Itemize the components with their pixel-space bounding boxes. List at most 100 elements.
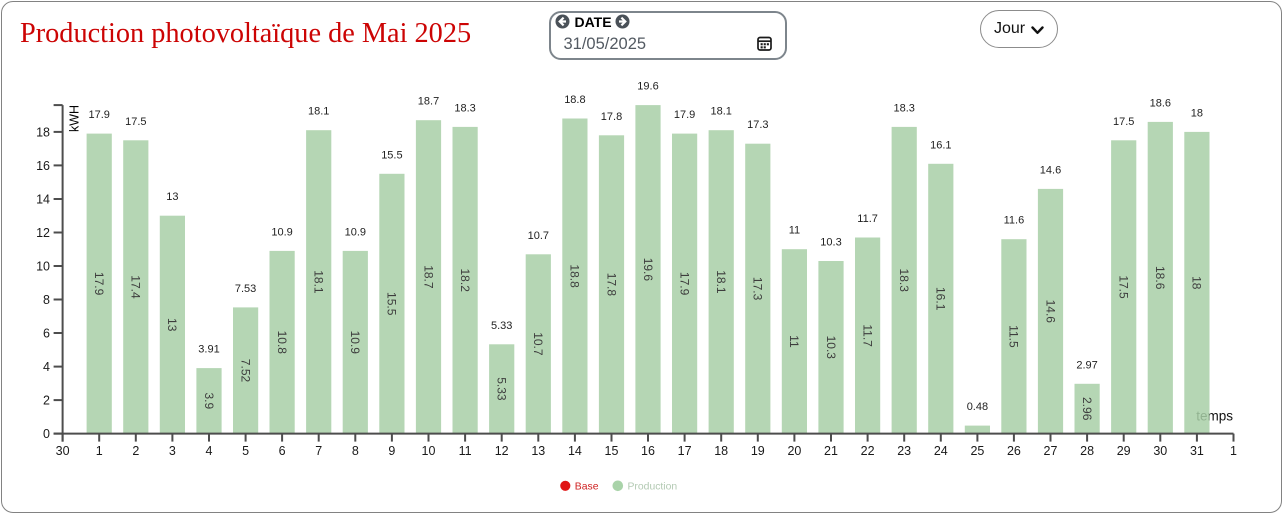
- svg-text:18.1: 18.1: [710, 106, 731, 118]
- svg-text:10.9: 10.9: [345, 226, 366, 238]
- svg-text:17.3: 17.3: [751, 277, 765, 301]
- svg-text:0.48: 0.48: [967, 401, 988, 413]
- svg-text:18.1: 18.1: [714, 270, 728, 294]
- svg-text:8: 8: [43, 293, 50, 307]
- svg-text:11: 11: [789, 225, 800, 237]
- svg-text:10.3: 10.3: [820, 237, 841, 249]
- svg-text:4: 4: [206, 444, 213, 458]
- svg-text:15: 15: [605, 444, 619, 458]
- svg-text:20: 20: [787, 444, 801, 458]
- svg-text:18: 18: [714, 444, 728, 458]
- svg-text:27: 27: [1044, 444, 1058, 458]
- svg-text:28: 28: [1080, 444, 1094, 458]
- svg-text:30: 30: [56, 444, 70, 458]
- svg-text:9: 9: [388, 444, 395, 458]
- svg-text:11.6: 11.6: [1004, 215, 1025, 227]
- svg-text:18.8: 18.8: [564, 94, 585, 106]
- svg-text:16: 16: [641, 444, 655, 458]
- svg-text:18.3: 18.3: [893, 102, 914, 114]
- svg-text:25: 25: [970, 444, 984, 458]
- svg-text:2.96: 2.96: [1080, 397, 1094, 421]
- svg-text:11.7: 11.7: [860, 324, 874, 347]
- svg-text:5: 5: [242, 444, 249, 458]
- svg-text:18.6: 18.6: [1150, 97, 1171, 109]
- svg-text:29: 29: [1117, 444, 1131, 458]
- svg-text:17.8: 17.8: [601, 111, 622, 123]
- svg-text:23: 23: [897, 444, 911, 458]
- svg-text:17.8: 17.8: [604, 273, 618, 297]
- svg-text:10: 10: [422, 444, 436, 458]
- svg-text:17.3: 17.3: [747, 119, 768, 131]
- svg-text:19.6: 19.6: [641, 258, 655, 282]
- svg-text:10.7: 10.7: [528, 230, 549, 242]
- svg-text:6: 6: [43, 327, 50, 341]
- svg-text:18.2: 18.2: [458, 269, 472, 293]
- svg-text:18.3: 18.3: [897, 269, 911, 293]
- svg-text:26: 26: [1007, 444, 1021, 458]
- svg-text:12: 12: [495, 444, 509, 458]
- svg-text:19.6: 19.6: [637, 81, 658, 93]
- svg-text:10: 10: [36, 260, 50, 274]
- svg-text:15.5: 15.5: [381, 149, 402, 161]
- svg-text:Production: Production: [628, 482, 678, 493]
- svg-text:18.6: 18.6: [1153, 266, 1167, 290]
- svg-text:7: 7: [315, 444, 322, 458]
- svg-text:17.4: 17.4: [129, 275, 143, 299]
- svg-text:18.1: 18.1: [312, 270, 326, 294]
- svg-text:13: 13: [166, 191, 178, 203]
- svg-text:22: 22: [861, 444, 875, 458]
- svg-text:5.33: 5.33: [495, 377, 509, 401]
- svg-text:14.6: 14.6: [1040, 164, 1061, 176]
- svg-text:8: 8: [352, 444, 359, 458]
- svg-text:18: 18: [1190, 276, 1204, 290]
- svg-text:10.9: 10.9: [348, 331, 362, 355]
- svg-text:1: 1: [1230, 444, 1237, 458]
- svg-text:3.91: 3.91: [198, 344, 219, 356]
- svg-text:5.33: 5.33: [491, 320, 512, 332]
- svg-text:4: 4: [43, 360, 50, 374]
- svg-text:14: 14: [568, 444, 582, 458]
- svg-text:3.9: 3.9: [202, 392, 216, 409]
- svg-text:11: 11: [459, 444, 472, 458]
- svg-text:1: 1: [96, 444, 103, 458]
- svg-text:17.5: 17.5: [1113, 116, 1134, 128]
- svg-text:18.8: 18.8: [568, 264, 582, 288]
- svg-text:16.1: 16.1: [930, 139, 951, 151]
- svg-text:18.1: 18.1: [308, 106, 329, 118]
- svg-text:11: 11: [787, 335, 801, 348]
- svg-text:18.7: 18.7: [418, 96, 439, 108]
- svg-text:11.5: 11.5: [1007, 325, 1021, 348]
- svg-text:18: 18: [36, 126, 50, 140]
- svg-text:12: 12: [36, 226, 50, 240]
- svg-text:16: 16: [36, 159, 50, 173]
- svg-text:14: 14: [36, 193, 50, 207]
- svg-text:7.52: 7.52: [238, 359, 252, 383]
- svg-text:2: 2: [132, 444, 139, 458]
- svg-text:24: 24: [934, 444, 948, 458]
- svg-text:15.5: 15.5: [385, 292, 399, 316]
- svg-text:10.3: 10.3: [824, 336, 838, 360]
- svg-text:6: 6: [279, 444, 286, 458]
- svg-text:14.6: 14.6: [1043, 300, 1057, 324]
- svg-text:0: 0: [43, 427, 50, 441]
- svg-text:17.5: 17.5: [125, 116, 146, 128]
- svg-text:kWH: kWH: [68, 105, 82, 132]
- svg-text:2: 2: [43, 394, 50, 408]
- svg-text:3: 3: [169, 444, 176, 458]
- svg-text:10.9: 10.9: [271, 226, 292, 238]
- svg-text:21: 21: [824, 444, 838, 458]
- svg-text:Base: Base: [575, 482, 599, 493]
- svg-text:11.7: 11.7: [857, 213, 878, 225]
- svg-text:13: 13: [531, 444, 545, 458]
- svg-text:17.9: 17.9: [88, 109, 109, 121]
- svg-text:30: 30: [1153, 444, 1167, 458]
- svg-text:17.9: 17.9: [674, 109, 695, 121]
- svg-text:17.9: 17.9: [92, 272, 106, 296]
- svg-text:10.8: 10.8: [275, 331, 289, 355]
- svg-text:13: 13: [165, 318, 179, 332]
- svg-text:10.7: 10.7: [531, 332, 545, 356]
- svg-text:19: 19: [751, 444, 765, 458]
- svg-text:31: 31: [1190, 444, 1204, 458]
- svg-text:17.9: 17.9: [677, 272, 691, 296]
- svg-text:17: 17: [678, 444, 692, 458]
